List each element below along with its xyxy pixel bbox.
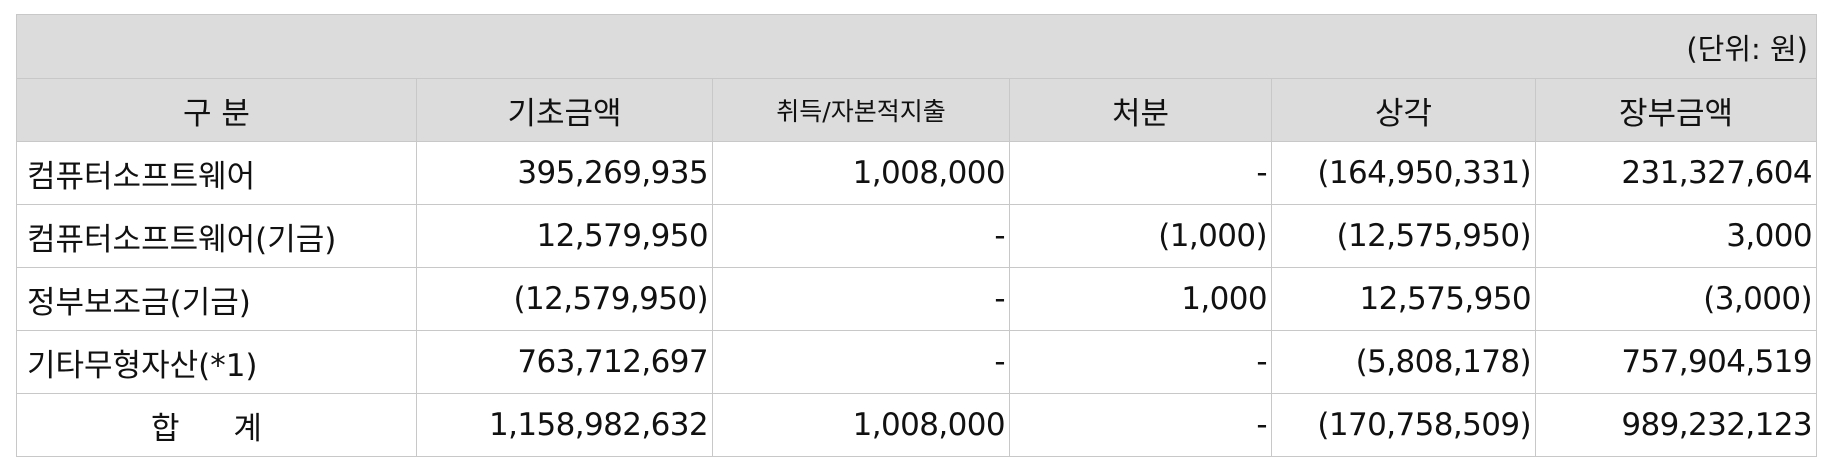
total-row: 합 계 1,158,982,632 1,008,000 - (170,758,5… <box>16 393 1818 457</box>
cell-amortization: (164,950,331) <box>1271 141 1536 205</box>
intangible-assets-table-wrapper: (단위: 원) 구 분 기초금액 취득/자본적지출 처분 상각 장부금액 컴퓨터… <box>15 14 1818 457</box>
cell-disposal: (1,000) <box>1009 204 1272 268</box>
row-label: 기타무형자산(*1) <box>16 330 417 394</box>
total-beginning-amount: 1,158,982,632 <box>416 393 713 457</box>
unit-label: (단위: 원) <box>15 14 1818 79</box>
cell-beginning-amount: 395,269,935 <box>416 141 713 205</box>
total-acquisition: 1,008,000 <box>712 393 1010 457</box>
table-row: 정부보조금(기금) (12,579,950) - 1,000 12,575,95… <box>16 267 1818 331</box>
row-label: 컴퓨터소프트웨어 <box>16 141 417 205</box>
cell-disposal: - <box>1009 330 1272 394</box>
cell-acquisition: - <box>712 267 1010 331</box>
total-book-value: 989,232,123 <box>1534 393 1818 457</box>
row-label: 컴퓨터소프트웨어(기금) <box>16 204 417 268</box>
header-row: 구 분 기초금액 취득/자본적지출 처분 상각 장부금액 <box>16 78 1818 142</box>
header-book-value: 장부금액 <box>1534 78 1818 142</box>
cell-book-value: (3,000) <box>1534 267 1818 331</box>
header-disposal: 처분 <box>1009 78 1272 142</box>
cell-beginning-amount: 763,712,697 <box>416 330 713 394</box>
header-acquisition: 취득/자본적지출 <box>712 78 1010 142</box>
cell-book-value: 231,327,604 <box>1534 141 1818 205</box>
total-label: 합 계 <box>16 393 417 457</box>
total-amortization: (170,758,509) <box>1271 393 1536 457</box>
cell-amortization: (5,808,178) <box>1271 330 1536 394</box>
cell-book-value: 757,904,519 <box>1534 330 1818 394</box>
intangible-assets-table: (단위: 원) 구 분 기초금액 취득/자본적지출 처분 상각 장부금액 컴퓨터… <box>15 14 1818 457</box>
cell-disposal: - <box>1009 141 1272 205</box>
cell-amortization: 12,575,950 <box>1271 267 1536 331</box>
table-row: 기타무형자산(*1) 763,712,697 - - (5,808,178) 7… <box>16 330 1818 394</box>
cell-acquisition: - <box>712 330 1010 394</box>
cell-acquisition: - <box>712 204 1010 268</box>
header-beginning-amount: 기초금액 <box>416 78 713 142</box>
cell-amortization: (12,575,950) <box>1271 204 1536 268</box>
cell-disposal: 1,000 <box>1009 267 1272 331</box>
unit-row: (단위: 원) <box>15 14 1818 79</box>
cell-beginning-amount: 12,579,950 <box>416 204 713 268</box>
cell-book-value: 3,000 <box>1534 204 1818 268</box>
cell-acquisition: 1,008,000 <box>712 141 1010 205</box>
table-row: 컴퓨터소프트웨어(기금) 12,579,950 - (1,000) (12,57… <box>16 204 1818 268</box>
row-label: 정부보조금(기금) <box>16 267 417 331</box>
table-row: 컴퓨터소프트웨어 395,269,935 1,008,000 - (164,95… <box>16 141 1818 205</box>
cell-beginning-amount: (12,579,950) <box>416 267 713 331</box>
total-disposal: - <box>1009 393 1272 457</box>
header-amortization: 상각 <box>1271 78 1536 142</box>
header-category: 구 분 <box>16 78 417 142</box>
